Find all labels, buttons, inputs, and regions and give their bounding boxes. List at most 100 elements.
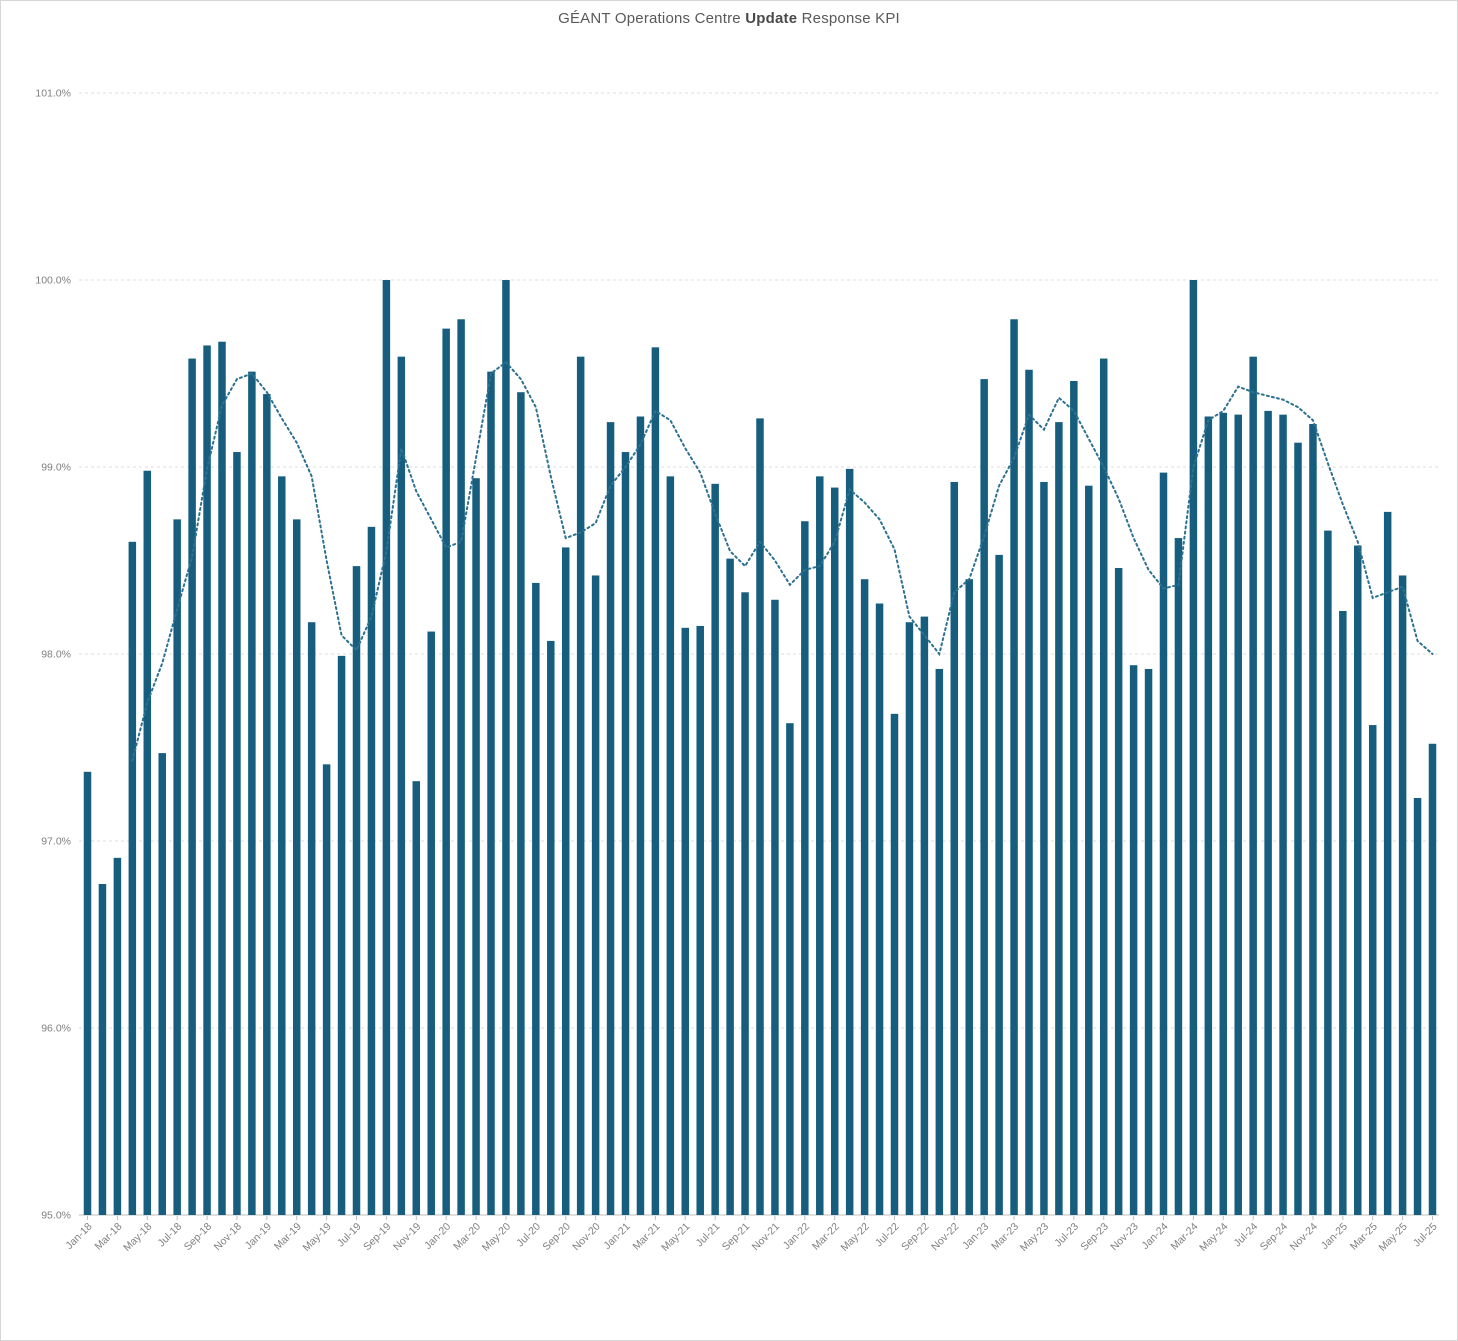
kpi-bar-mar-25 (1368, 725, 1377, 1215)
kpi-bar-nov-20 (591, 575, 600, 1215)
y-axis-label: 99.0% (41, 462, 71, 474)
x-axis-label: Jan-19 (243, 1221, 274, 1252)
x-axis-label: Jul-25 (1411, 1221, 1440, 1250)
kpi-bar-aug-24 (1264, 410, 1272, 1215)
kpi-bar-oct-19 (397, 356, 406, 1215)
kpi-bar-sep-20 (561, 547, 570, 1215)
kpi-bar-may-18 (143, 470, 152, 1215)
kpi-bar-apr-19 (307, 622, 316, 1215)
x-axis-label: Sep-19 (361, 1221, 394, 1254)
x-axis-label: Nov-24 (1288, 1221, 1321, 1254)
kpi-bar-dec-20 (606, 422, 615, 1215)
x-axis-label: Sep-18 (182, 1221, 215, 1254)
kpi-bar-mar-19 (292, 519, 301, 1215)
y-axis-label: 95.0% (41, 1210, 71, 1222)
kpi-bar-sep-21 (741, 592, 749, 1215)
kpi-bar-aug-20 (547, 640, 555, 1215)
kpi-bar-sep-23 (1099, 358, 1108, 1215)
kpi-bar-jul-19 (352, 566, 361, 1215)
x-axis-label: Jul-23 (1052, 1221, 1081, 1250)
x-axis-label: Mar-20 (451, 1221, 483, 1253)
x-axis-label: Jan-25 (1319, 1221, 1350, 1252)
kpi-bar-nov-19 (412, 781, 421, 1215)
kpi-bar-oct-23 (1114, 567, 1123, 1215)
kpi-bar-dec-23 (1144, 668, 1153, 1215)
kpi-bar-jan-21 (621, 452, 630, 1215)
kpi-bar-feb-21 (636, 416, 645, 1215)
kpi-bar-may-21 (681, 627, 690, 1215)
kpi-bar-may-22 (860, 579, 869, 1215)
x-axis-label: May-24 (1197, 1221, 1230, 1254)
kpi-bar-jan-20 (442, 328, 450, 1215)
kpi-bar-aug-18 (188, 358, 196, 1215)
kpi-bar-feb-22 (816, 476, 824, 1216)
kpi-bar-jan-23 (980, 379, 988, 1215)
x-axis-label: May-21 (659, 1221, 692, 1254)
kpi-bar-may-25 (1398, 575, 1407, 1215)
kpi-bar-may-19 (322, 764, 331, 1215)
x-axis-label: May-18 (121, 1221, 154, 1254)
kpi-bar-mar-18 (113, 857, 122, 1215)
x-axis-label: Sep-22 (899, 1221, 932, 1254)
x-axis-label: Sep-21 (720, 1221, 753, 1254)
kpi-bar-feb-19 (278, 476, 286, 1216)
kpi-bar-oct-18 (218, 341, 226, 1216)
x-axis-label: May-25 (1376, 1221, 1409, 1254)
x-axis-label: Mar-19 (272, 1221, 304, 1253)
x-axis-label: Jan-18 (63, 1221, 94, 1252)
kpi-bar-oct-24 (1294, 442, 1302, 1215)
x-axis-label: Mar-21 (631, 1221, 663, 1253)
kpi-bar-sep-19 (382, 280, 391, 1215)
kpi-bar-may-20 (502, 280, 510, 1215)
kpi-bar-jul-22 (890, 713, 899, 1215)
kpi-bar-oct-21 (756, 418, 764, 1215)
x-axis-label: Jul-22 (873, 1221, 902, 1250)
y-axis-label: 96.0% (41, 1023, 71, 1035)
x-axis-label: Mar-25 (1348, 1221, 1380, 1253)
y-axis-label: 98.0% (41, 649, 71, 661)
kpi-bar-nov-24 (1309, 423, 1317, 1215)
kpi-bar-jan-25 (1339, 610, 1347, 1215)
x-axis-label: Mar-23 (989, 1221, 1021, 1253)
kpi-bar-jun-22 (875, 603, 884, 1215)
kpi-bar-jul-20 (532, 582, 540, 1215)
kpi-bar-jun-25 (1413, 797, 1422, 1215)
kpi-bar-oct-22 (935, 668, 944, 1215)
kpi-bar-aug-21 (726, 558, 734, 1215)
kpi-bar-nov-18 (233, 452, 241, 1215)
kpi-bar-dec-24 (1324, 530, 1332, 1215)
x-axis-label: Nov-21 (750, 1221, 783, 1254)
x-axis-label: Nov-20 (570, 1221, 603, 1254)
x-axis-label: Jul-21 (694, 1221, 723, 1250)
kpi-bar-apr-23 (1025, 369, 1033, 1215)
x-axis-label: Nov-18 (212, 1221, 245, 1254)
kpi-bar-jul-21 (711, 483, 719, 1216)
x-axis-label: Jul-18 (156, 1221, 185, 1250)
kpi-bar-aug-23 (1085, 485, 1093, 1215)
kpi-bar-apr-21 (666, 476, 675, 1216)
kpi-bar-dec-21 (786, 723, 794, 1215)
kpi-bar-jan-18 (83, 771, 92, 1215)
x-axis-label: Jul-19 (335, 1221, 364, 1250)
chart-title-suffix: Response KPI (797, 10, 900, 27)
x-axis-label: May-22 (838, 1221, 871, 1254)
kpi-bar-apr-25 (1383, 511, 1392, 1215)
x-axis-label: Nov-23 (1108, 1221, 1141, 1254)
x-axis-label: Jul-20 (514, 1221, 543, 1250)
kpi-bar-aug-22 (905, 622, 914, 1215)
kpi-bar-jan-22 (801, 521, 809, 1215)
kpi-bar-oct-20 (576, 356, 585, 1215)
kpi-bar-jun-23 (1055, 422, 1063, 1215)
x-axis-label: Mar-18 (93, 1221, 125, 1253)
x-axis-label: Nov-19 (391, 1221, 424, 1254)
y-axis-label: 100.0% (35, 275, 71, 287)
y-axis-label: 97.0% (41, 836, 71, 848)
kpi-bar-sep-22 (920, 616, 929, 1215)
kpi-bar-nov-21 (771, 599, 779, 1215)
x-axis-label: Jul-24 (1232, 1221, 1261, 1250)
kpi-bar-mar-22 (830, 487, 839, 1215)
kpi-bar-jul-18 (173, 519, 181, 1215)
x-axis-label: Jan-20 (422, 1221, 453, 1252)
chart-title-prefix: GÉANT Operations Centre (558, 10, 746, 27)
